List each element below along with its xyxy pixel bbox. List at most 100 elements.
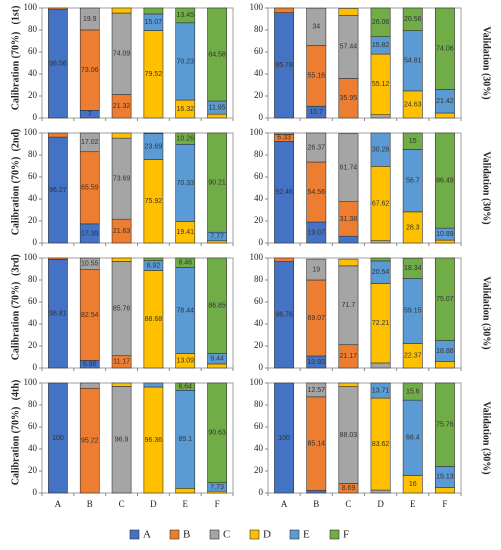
- segment-label: 96.9: [115, 437, 129, 444]
- y-tick-label: 80: [28, 24, 38, 34]
- bar-segment: [143, 257, 164, 261]
- segment-label: 21.42: [436, 98, 454, 105]
- bar-segment: [434, 112, 455, 119]
- y-tick-label: 40: [254, 68, 264, 78]
- x-tick-label: F: [215, 499, 220, 509]
- x-tick-label: E: [183, 499, 189, 509]
- segment-label: 84.58: [208, 51, 226, 58]
- bar-segment: [111, 7, 132, 14]
- bar-segment: [175, 7, 196, 24]
- plot-frame: [267, 382, 462, 494]
- segment-label: 79.52: [145, 71, 163, 78]
- segment-label: 65.59: [81, 185, 99, 192]
- bar-segment: [143, 382, 164, 388]
- segment-label: 34: [312, 24, 320, 31]
- y-axis-title: Validation (30%): [481, 276, 492, 349]
- x-tick-label: D: [150, 499, 157, 509]
- segment-label: 10.7: [309, 109, 323, 116]
- segment-label: 6.64: [178, 383, 192, 390]
- bar-segment: [274, 257, 295, 262]
- legend-swatch: [289, 529, 300, 540]
- y-tick-label: 0: [33, 237, 38, 247]
- bar-segment: [370, 240, 391, 244]
- bar-segment: [306, 490, 327, 494]
- legend-swatch: [249, 529, 260, 540]
- segment-label: 18.34: [404, 265, 422, 272]
- bar-segment: [175, 257, 196, 268]
- plot-frame: [267, 257, 462, 369]
- segment-label: 71.7: [342, 302, 356, 309]
- bar-segment: [306, 258, 327, 281]
- segment-label: 19.07: [307, 229, 325, 236]
- segment-label: 30.28: [372, 146, 390, 153]
- segment-label: 96.27: [49, 187, 67, 194]
- segment-label: 54.56: [307, 189, 325, 196]
- segment-label: 19.41: [176, 229, 194, 236]
- y-tick-label: 80: [28, 399, 38, 409]
- bar-segment: [48, 257, 68, 260]
- segment-label: 13.45: [176, 12, 194, 19]
- segment-label: 12.57: [307, 387, 325, 394]
- y-tick-label: 40: [28, 443, 38, 453]
- y-axis-title: Validation (30%): [481, 26, 492, 99]
- bar-segment: [207, 257, 227, 354]
- bar-segment: [306, 382, 327, 398]
- x-tick-label: C: [119, 499, 125, 509]
- x-tick-label: F: [442, 499, 447, 509]
- segment-label: 26.37: [307, 144, 325, 151]
- segment-label: 15.07: [145, 19, 163, 26]
- bar-segment: [48, 7, 68, 10]
- bar-segment: [274, 132, 295, 135]
- segment-label: 21.17: [340, 353, 358, 360]
- segment-label: 8.92: [147, 262, 161, 269]
- y-tick-label: 20: [254, 90, 264, 100]
- panel-label: (2nd): [10, 129, 21, 152]
- segment-label: 78.44: [176, 307, 194, 314]
- segment-label: 7.77: [210, 233, 224, 240]
- segment-label: 59.15: [404, 308, 422, 315]
- legend-label: D: [263, 529, 271, 541]
- bar-segment: [402, 257, 423, 279]
- segment-label: 55.12: [372, 81, 390, 88]
- y-tick-label: 40: [28, 318, 38, 328]
- y-tick-label: 100: [24, 2, 38, 12]
- segment-label: 75.92: [145, 198, 163, 205]
- bar-segment: [434, 361, 455, 369]
- bar-segment: [207, 382, 227, 483]
- x-tick-label: B: [313, 499, 319, 509]
- segment-label: 95.22: [81, 437, 99, 444]
- y-tick-label: 100: [250, 377, 264, 387]
- segment-label: 19: [312, 266, 320, 273]
- bar-segment: [338, 133, 359, 202]
- y-tick-label: 20: [28, 340, 38, 350]
- segment-label: 67.62: [372, 200, 390, 207]
- bar-segment: [175, 132, 196, 145]
- segment-label: 68.4: [406, 435, 420, 442]
- y-tick-label: 40: [28, 68, 38, 78]
- y-tick-label: 100: [250, 252, 264, 262]
- y-tick-label: 80: [254, 149, 264, 159]
- legend-label: C: [223, 529, 230, 541]
- x-tick-label: C: [345, 499, 351, 509]
- bar-segment: [175, 488, 196, 494]
- y-tick-label: 100: [24, 377, 38, 387]
- bar-segment: [175, 382, 196, 391]
- bar-segment: [434, 382, 455, 467]
- plot-frame: [267, 132, 462, 244]
- x-tick-label: B: [87, 499, 93, 509]
- y-tick-label: 20: [28, 90, 38, 100]
- segment-label: 85.76: [113, 305, 131, 312]
- bar-segment: [402, 382, 423, 401]
- segment-label: 88.03: [340, 432, 358, 439]
- y-tick-label: 0: [33, 362, 38, 372]
- bar-segment: [48, 382, 68, 494]
- bar-segment: [274, 7, 295, 13]
- bar-segment: [370, 132, 391, 167]
- y-tick-label: 60: [28, 296, 38, 306]
- segment-label: 10.26: [176, 135, 194, 142]
- segment-label: 82.54: [81, 312, 99, 319]
- segment-label: 83.62: [372, 441, 390, 448]
- y-axis-title: Validation (30%): [481, 151, 492, 224]
- legend-swatch: [209, 529, 220, 540]
- segment-label: 19.13: [436, 474, 454, 481]
